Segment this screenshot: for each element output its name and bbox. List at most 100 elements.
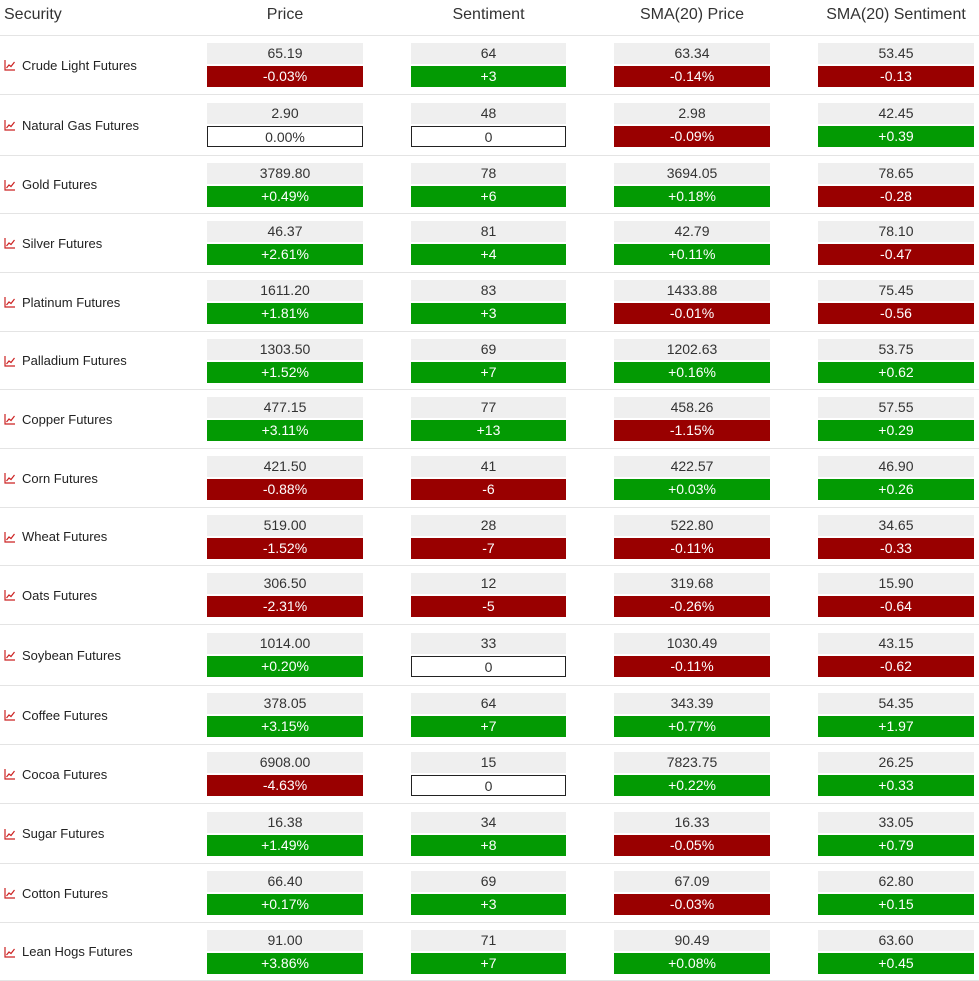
security-cell[interactable]: Cotton Futures [4, 864, 108, 922]
line-chart-icon[interactable] [4, 119, 16, 131]
security-cell[interactable]: Silver Futures [4, 214, 102, 272]
security-name[interactable]: Corn Futures [22, 470, 98, 486]
price-change: -1.52% [207, 538, 363, 559]
sma-sentiment-cell: 78.10 -0.47 [818, 221, 974, 265]
sentiment-value: 81 [411, 221, 566, 242]
table-row[interactable]: Copper Futures 477.15 +3.11% 77 +13 458.26 -1.… [0, 390, 979, 449]
sentiment-cell: 71 +7 [411, 930, 566, 974]
header-sma-price[interactable]: SMA(20) Price [639, 6, 745, 23]
security-cell[interactable]: Soybean Futures [4, 625, 121, 685]
security-cell[interactable]: Coffee Futures [4, 686, 108, 744]
sma-sentiment-cell: 62.80 +0.15 [818, 871, 974, 915]
sma-price-change: -0.11% [614, 538, 770, 559]
table-row[interactable]: Wheat Futures 519.00 -1.52% 28 -7 522.80 -0.11… [0, 508, 979, 566]
table-row[interactable]: Lean Hogs Futures 91.00 +3.86% 71 +7 90.49 +0.… [0, 923, 979, 981]
security-cell[interactable]: Natural Gas Futures [4, 95, 139, 155]
sma-price-cell: 1433.88 -0.01% [614, 280, 770, 324]
sma-sentiment-change: -0.33 [818, 538, 974, 559]
table-row[interactable]: Sugar Futures 16.38 +1.49% 34 +8 16.33 -0.05% 3… [0, 804, 979, 864]
table-row[interactable]: Cotton Futures 66.40 +0.17% 69 +3 67.09 -0.03%… [0, 864, 979, 923]
sma-sentiment-cell: 53.75 +0.62 [818, 339, 974, 383]
line-chart-icon[interactable] [4, 828, 16, 840]
line-chart-icon[interactable] [4, 946, 16, 958]
sma-sentiment-change: +0.45 [818, 953, 974, 974]
security-name[interactable]: Silver Futures [22, 235, 103, 251]
table-row[interactable]: Crude Light Futures 65.19 -0.03% 64 +3 63.34-… [0, 36, 979, 95]
security-cell[interactable]: Crude Light Futures [4, 36, 137, 94]
line-chart-icon[interactable] [4, 589, 16, 601]
header-security[interactable]: Security [4, 6, 62, 23]
price-change: -0.03% [207, 66, 363, 87]
table-row[interactable]: Oats Futures 306.50 -2.31% 12 -5 319.68 -0.26%… [0, 566, 979, 625]
security-cell[interactable]: Platinum Futures [4, 273, 120, 331]
security-cell[interactable]: Copper Futures [4, 390, 112, 448]
security-name[interactable]: Oats Futures [22, 587, 98, 603]
price-value: 306.50 [207, 573, 363, 594]
sentiment-cell: 15 0 [411, 752, 566, 796]
sma-price-value: 1433.88 [614, 280, 770, 301]
sentiment-value: 69 [411, 339, 566, 360]
line-chart-icon[interactable] [4, 296, 16, 308]
security-name[interactable]: Cotton Futures [22, 885, 108, 901]
price-cell: 1303.50 +1.52% [207, 339, 363, 383]
table-row[interactable]: Coffee Futures 378.05 +3.15% 64 +7 343.39 +0.7… [0, 686, 979, 745]
security-name[interactable]: Palladium Futures [22, 353, 127, 368]
sma-price-value: 3694.05 [614, 163, 770, 184]
sentiment-cell: 83 +3 [411, 280, 566, 324]
sma-price-cell: 458.26 -1.15% [614, 397, 770, 441]
security-name[interactable]: Copper Futures [22, 411, 113, 427]
security-name[interactable]: Cocoa Futures [22, 766, 108, 782]
line-chart-icon[interactable] [4, 59, 16, 71]
line-chart-icon[interactable] [4, 179, 16, 191]
line-chart-icon[interactable] [4, 472, 16, 484]
price-cell: 46.37 +2.61% [207, 221, 363, 265]
security-name[interactable]: Gold Futures [22, 177, 98, 192]
security-cell[interactable]: Sugar Futures [4, 804, 104, 863]
line-chart-icon[interactable] [4, 413, 16, 425]
header-price[interactable]: Price [266, 6, 304, 23]
table-row[interactable]: Corn Futures 421.50 -0.88% 41 -6 422.57 +0.03%… [0, 449, 979, 508]
security-name[interactable]: Soybean Futures [22, 647, 122, 663]
sma-price-value: 1202.63 [614, 339, 770, 360]
line-chart-icon[interactable] [4, 237, 16, 249]
line-chart-icon[interactable] [4, 649, 16, 661]
price-value: 477.15 [207, 397, 363, 418]
header-sentiment[interactable]: Sentiment [452, 6, 525, 23]
security-cell[interactable]: Cocoa Futures [4, 745, 107, 803]
sma-sentiment-value: 57.55 [818, 397, 974, 418]
security-name[interactable]: Sugar Futures [22, 826, 105, 841]
table-row[interactable]: Platinum Futures 1611.20 +1.81% 83 +3 1433.88… [0, 273, 979, 332]
security-cell[interactable]: Palladium Futures [4, 332, 127, 389]
line-chart-icon[interactable] [4, 531, 16, 543]
header-sma-sentiment[interactable]: SMA(20) Sentiment [826, 6, 966, 23]
table-row[interactable]: Natural Gas Futures 2.90 0.00% 48 0 2.98 -0.09… [0, 95, 979, 156]
security-cell[interactable]: Wheat Futures [4, 508, 107, 565]
price-cell: 1611.20 +1.81% [207, 280, 363, 324]
security-name[interactable]: Lean Hogs Futures [22, 944, 133, 959]
security-name[interactable]: Platinum Futures [22, 294, 121, 310]
security-cell[interactable]: Corn Futures [4, 449, 98, 507]
sma-price-value: 458.26 [614, 397, 770, 418]
line-chart-icon[interactable] [4, 709, 16, 721]
table-row[interactable]: Soybean Futures 1014.00 +0.20% 33 0 1030.49 -0… [0, 625, 979, 686]
line-chart-icon[interactable] [4, 887, 16, 899]
sentiment-change: +6 [411, 186, 566, 207]
security-name[interactable]: Natural Gas Futures [22, 117, 140, 133]
table-row[interactable]: Palladium Futures 1303.50 +1.52% 69 +7 1202.6… [0, 332, 979, 390]
price-value: 66.40 [207, 871, 363, 892]
table-row[interactable]: Gold Futures 3789.80 +0.49% 78 +6 3694.05 +0.1… [0, 156, 979, 214]
security-name[interactable]: Wheat Futures [22, 529, 108, 544]
sentiment-change: 0 [411, 126, 566, 147]
security-cell[interactable]: Oats Futures [4, 566, 97, 624]
sma-sentiment-change: +0.26 [818, 479, 974, 500]
table-row[interactable]: Silver Futures 46.37 +2.61% 81 +4 42.79 +0.11%… [0, 214, 979, 273]
sentiment-value: 15 [411, 752, 566, 773]
line-chart-icon[interactable] [4, 768, 16, 780]
table-row[interactable]: Cocoa Futures 6908.00 -4.63% 15 0 7823.75 +0.2… [0, 745, 979, 804]
security-name[interactable]: Crude Light Futures [22, 57, 137, 73]
line-chart-icon[interactable] [4, 355, 16, 367]
security-cell[interactable]: Lean Hogs Futures [4, 923, 133, 980]
security-name[interactable]: Coffee Futures [22, 707, 108, 723]
sma-sentiment-change: +0.33 [818, 775, 974, 796]
security-cell[interactable]: Gold Futures [4, 156, 97, 213]
